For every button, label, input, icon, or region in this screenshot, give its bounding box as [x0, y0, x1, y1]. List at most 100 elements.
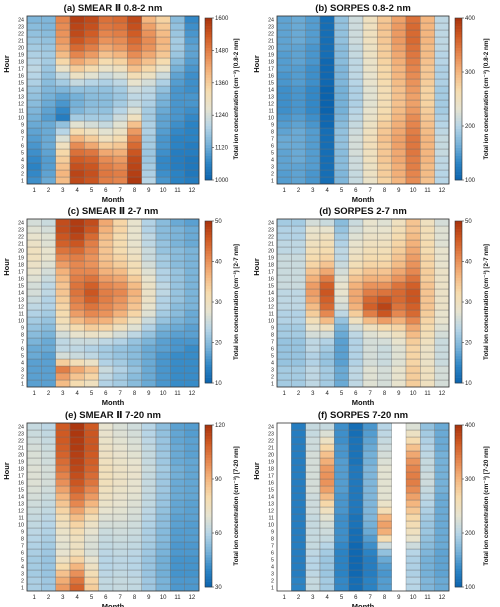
heatmap-cell: [41, 527, 56, 536]
colorbar-segment: [205, 34, 212, 38]
heatmap-cell: [362, 492, 378, 501]
heatmap-cell: [319, 57, 335, 66]
y-tick-label: 3: [21, 572, 24, 578]
colorbar-segment: [205, 93, 212, 97]
heatmap-cell: [155, 513, 171, 522]
heatmap-cell: [434, 534, 450, 543]
heatmap-cell: [420, 57, 435, 66]
heatmap-cell: [155, 555, 171, 564]
heatmap-cell: [69, 127, 85, 136]
heatmap-cell: [155, 85, 171, 94]
heatmap-cell: [334, 274, 349, 283]
heatmap-cell: [69, 239, 85, 248]
heatmap-cell: [127, 246, 142, 255]
colorbar-segment: [455, 438, 462, 442]
heatmap-cell: [55, 127, 71, 136]
heatmap-cell: [184, 506, 200, 515]
heatmap-cell: [377, 295, 392, 304]
heatmap-cell: [41, 337, 56, 346]
heatmap-cell: [377, 499, 392, 508]
heatmap-cell: [434, 330, 450, 339]
heatmap-cell: [55, 443, 71, 452]
y-tick-label: 6: [21, 551, 24, 557]
heatmap-cell: [155, 422, 171, 431]
colorbar-segment: [205, 258, 212, 262]
heatmap-cell: [170, 36, 185, 45]
heatmap-cell: [405, 260, 421, 269]
colorbar-segment: [455, 272, 462, 276]
colorbar-segment: [205, 353, 212, 357]
heatmap-cell: [420, 429, 435, 438]
y-tick-label: 8: [21, 333, 24, 339]
heatmap-cell: [184, 288, 200, 297]
y-tick-label: 7: [21, 544, 24, 550]
heatmap-cell: [348, 562, 364, 571]
heatmap-cell: [41, 548, 56, 557]
heatmap-cell: [420, 29, 435, 38]
heatmap-cell: [41, 15, 56, 24]
heatmap-cell: [420, 302, 435, 311]
heatmap-cell: [405, 485, 421, 494]
x-tick-label: 10: [160, 595, 167, 601]
heatmap-cell: [184, 485, 200, 494]
y-axis-label: Hour: [2, 258, 11, 276]
heatmap-cell: [69, 50, 85, 59]
heatmap-cell: [84, 239, 99, 248]
heatmap-cell: [305, 239, 321, 248]
heatmap-cell: [348, 457, 364, 466]
colorbar-segment: [205, 320, 212, 324]
heatmap-cell: [305, 464, 321, 473]
heatmap-cell: [420, 148, 435, 157]
colorbar-tick-label: 20: [465, 341, 472, 347]
heatmap-cell: [362, 288, 378, 297]
colorbar-segment: [455, 557, 462, 561]
y-tick-label: 16: [18, 481, 24, 487]
heatmap-cell: [127, 162, 142, 171]
heatmap-cell: [69, 548, 85, 557]
heatmap-cell: [184, 548, 200, 557]
colorbar-segment: [205, 90, 212, 94]
colorbar-segment: [205, 39, 212, 43]
heatmap-cell: [84, 267, 99, 276]
heatmap-cell: [26, 344, 42, 353]
heatmap-cell: [184, 232, 200, 241]
x-tick-label: 11: [174, 595, 181, 601]
heatmap-cell: [69, 267, 85, 276]
heatmap-cell: [420, 127, 435, 136]
heatmap-cell: [377, 239, 392, 248]
heatmap-cell: [84, 302, 99, 311]
colorbar-segment: [455, 541, 462, 545]
heatmap-cell: [434, 57, 450, 66]
heatmap-cell: [112, 15, 128, 24]
heatmap-cell: [334, 141, 349, 150]
colorbar-segment: [205, 128, 212, 132]
heatmap-panel-1: (a) SMEAR Ⅱ 0.8-2 nm12345678910111213141…: [2, 3, 240, 204]
colorbar-segment: [205, 331, 212, 335]
heatmap-cell: [26, 337, 42, 346]
colorbar-segment: [455, 573, 462, 577]
heatmap-cell: [405, 344, 421, 353]
y-tick-label: 6: [21, 347, 24, 353]
heatmap-cell: [334, 106, 349, 115]
heatmap-cell: [98, 281, 114, 290]
y-tick-label: 16: [268, 74, 274, 80]
colorbar-segment: [205, 139, 212, 143]
heatmap-cell: [69, 436, 85, 445]
heatmap-cell: [420, 436, 435, 445]
heatmap-cell: [276, 127, 292, 136]
heatmap-cell: [127, 323, 142, 332]
colorbar-segment: [455, 80, 462, 84]
heatmap-cell: [69, 141, 85, 150]
heatmap-cell: [84, 15, 99, 24]
heatmap-cell: [26, 478, 42, 487]
colorbar-segment: [205, 449, 212, 453]
x-tick-label: 5: [90, 188, 94, 194]
y-tick-label: 11: [19, 312, 25, 318]
x-tick-label: 10: [160, 188, 167, 194]
heatmap-cell: [334, 492, 349, 501]
x-tick-label: 7: [368, 391, 372, 397]
y-tick-label: 21: [18, 39, 24, 45]
heatmap-cell: [319, 274, 335, 283]
heatmap-cell: [170, 365, 185, 374]
heatmap-cell: [405, 288, 421, 297]
